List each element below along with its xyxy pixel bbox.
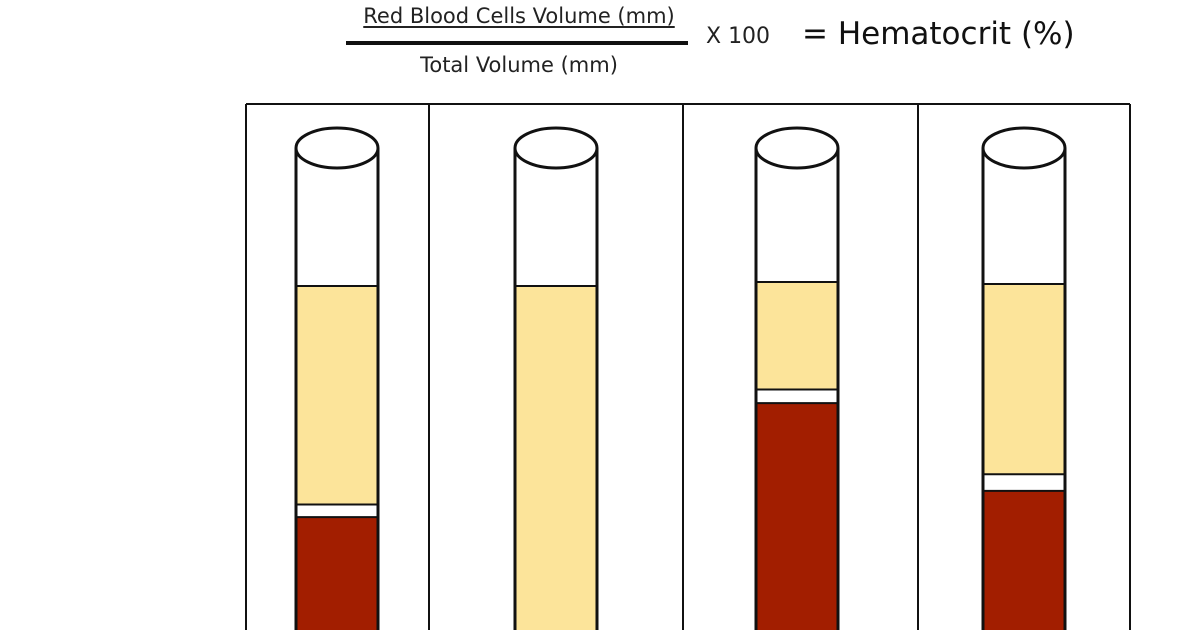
- tube-empty-space: [756, 148, 838, 282]
- test-tube: [513, 126, 599, 630]
- tube-empty-space: [296, 148, 378, 286]
- plasma-layer: [296, 286, 378, 505]
- tube-layer: [294, 126, 1067, 630]
- buffy-coat-layer: [983, 474, 1065, 491]
- tube-opening: [294, 126, 380, 170]
- tube-empty-space: [983, 148, 1065, 284]
- tube-opening: [513, 126, 599, 170]
- red-blood-cell-layer: [296, 517, 378, 630]
- fraction-bar: [346, 41, 688, 45]
- test-tube: [981, 126, 1067, 630]
- test-tube: [294, 126, 380, 630]
- plasma-layer: [515, 286, 597, 630]
- tube-opening: [754, 126, 840, 170]
- formula-result: = Hematocrit (%): [802, 16, 1075, 52]
- red-blood-cell-layer: [756, 403, 838, 630]
- test-tube: [754, 126, 840, 630]
- tube-empty-space: [515, 148, 597, 286]
- formula-multiplier: X 100: [706, 24, 771, 49]
- formula-denominator: Total Volume (mm): [420, 53, 618, 77]
- red-blood-cell-layer: [983, 490, 1065, 630]
- formula-numerator: Red Blood Cells Volume (mm): [363, 4, 675, 28]
- hematocrit-formula: Red Blood Cells Volume (mm) Total Volume…: [0, 0, 1200, 100]
- buffy-coat-layer: [296, 504, 378, 518]
- tube-opening: [981, 126, 1067, 170]
- plasma-layer: [756, 282, 838, 390]
- buffy-coat-layer: [756, 389, 838, 404]
- tube-grid: [245, 103, 1131, 630]
- plasma-layer: [983, 284, 1065, 475]
